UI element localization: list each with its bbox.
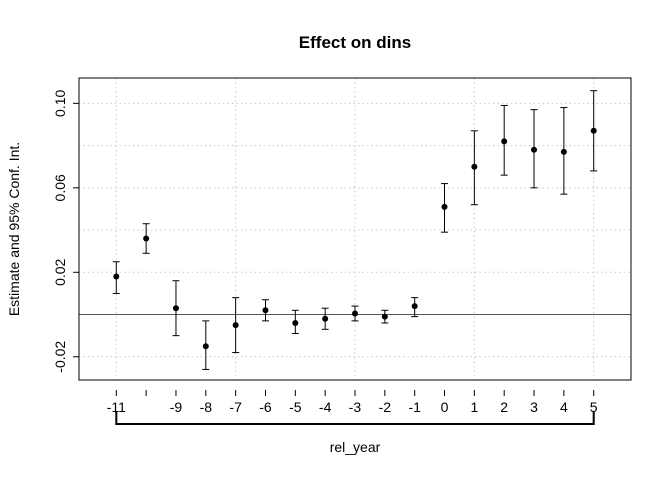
x-tick-label: 4 bbox=[560, 399, 568, 415]
point-estimate bbox=[352, 310, 358, 317]
x-axis-bracket bbox=[115, 412, 595, 425]
point-estimate bbox=[322, 315, 329, 322]
x-tick-label: -9 bbox=[170, 399, 183, 415]
point-estimate bbox=[202, 343, 209, 350]
point-estimate bbox=[143, 235, 150, 242]
x-tick-label: -1 bbox=[408, 399, 421, 415]
point-estimate bbox=[531, 146, 538, 153]
point-estimate bbox=[560, 148, 567, 155]
grid-lines bbox=[79, 78, 631, 380]
x-tick-label: -3 bbox=[349, 399, 362, 415]
y-tick-label: 0.10 bbox=[52, 90, 68, 117]
point-estimate bbox=[411, 303, 418, 310]
y-tick-label: 0.06 bbox=[52, 174, 68, 201]
data-marks bbox=[112, 90, 598, 370]
x-tick-label: 5 bbox=[590, 399, 598, 415]
point-estimate bbox=[471, 163, 478, 170]
y-tick-label: -0.02 bbox=[52, 341, 68, 373]
point-estimate bbox=[262, 307, 269, 314]
point-estimate bbox=[501, 138, 508, 145]
x-tick-label: 2 bbox=[500, 399, 508, 415]
chart-title: Effect on dins bbox=[299, 33, 411, 52]
x-tick-label: -8 bbox=[200, 399, 213, 415]
x-tick-label: 3 bbox=[530, 399, 538, 415]
point-estimate bbox=[441, 203, 448, 210]
y-axis: -0.02 0.02 0.06 0.10 bbox=[52, 90, 79, 373]
x-tick-label: -5 bbox=[289, 399, 302, 415]
x-tick-label: 1 bbox=[470, 399, 478, 415]
y-axis-label: Estimate and 95% Conf. Int. bbox=[6, 142, 22, 316]
x-tick-label: -4 bbox=[319, 399, 332, 415]
x-tick-label: -6 bbox=[259, 399, 272, 415]
x-axis: -11 -9 -8 -7 -6 -5 -4 -3 -2 -1 0 1 2 3 4 5 bbox=[107, 390, 598, 425]
x-tick-label: -2 bbox=[379, 399, 392, 415]
x-tick-label: -7 bbox=[229, 399, 242, 415]
x-tick-label: -11 bbox=[107, 399, 126, 415]
point-estimate bbox=[381, 313, 388, 320]
plot-frame bbox=[78, 77, 632, 381]
y-tick-label: 0.02 bbox=[52, 258, 68, 285]
x-tick-label: 0 bbox=[441, 399, 449, 415]
point-estimate bbox=[232, 322, 239, 329]
point-estimate bbox=[172, 305, 179, 312]
x-axis-label: rel_year bbox=[330, 439, 381, 455]
point-estimate bbox=[113, 273, 120, 280]
point-estimate bbox=[590, 127, 597, 134]
point-estimate bbox=[292, 319, 299, 326]
